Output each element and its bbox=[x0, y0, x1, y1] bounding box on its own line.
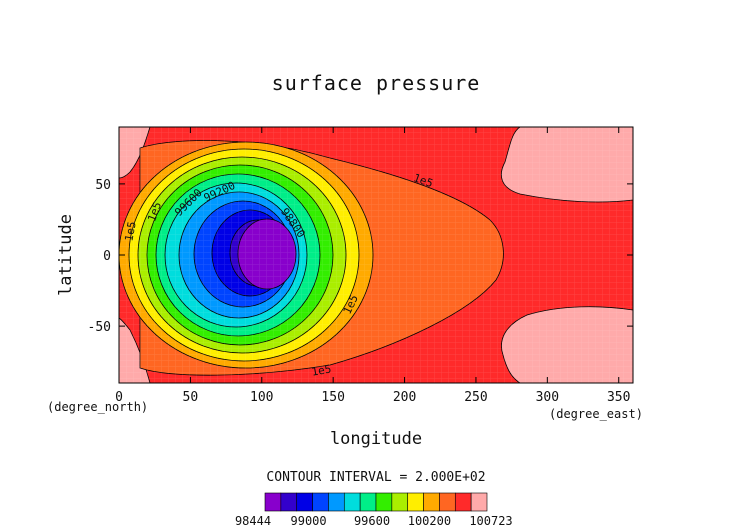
colorbar-tick-label: 100200 bbox=[408, 514, 451, 528]
contour-label: 1e5 bbox=[145, 200, 164, 223]
colorbar-swatch bbox=[470, 492, 488, 512]
y-tick-label: 50 bbox=[95, 178, 111, 193]
colorbar: 98444 99000 99600 100200 100723 bbox=[235, 492, 513, 528]
colorbar-swatch bbox=[439, 492, 456, 512]
x-tick-label: 350 bbox=[607, 390, 630, 405]
grid-texture bbox=[119, 127, 633, 383]
y-tick-label: -50 bbox=[88, 320, 111, 335]
x-unit-label: (degree_east) bbox=[549, 407, 643, 421]
colorbar-tick-label: 99600 bbox=[354, 514, 390, 528]
x-tick-label: 150 bbox=[321, 390, 344, 405]
colorbar-swatch bbox=[407, 492, 424, 512]
colorbar-swatch bbox=[264, 492, 282, 512]
colorbar-swatch bbox=[343, 492, 361, 512]
y-axis: -50 0 50 bbox=[88, 178, 633, 335]
x-tick-label: 200 bbox=[393, 390, 416, 405]
colorbar-swatch bbox=[391, 492, 409, 512]
y-tick-label: 0 bbox=[103, 249, 111, 264]
colorbar-tick-label: 100723 bbox=[469, 514, 512, 528]
contour-interval-label: CONTOUR INTERVAL = 2.000E+02 bbox=[266, 470, 485, 485]
chart-title: surface pressure bbox=[272, 71, 481, 95]
y-axis-label: latitude bbox=[56, 214, 76, 296]
colorbar-swatch bbox=[280, 492, 298, 512]
x-tick-label: 250 bbox=[464, 390, 487, 405]
x-tick-label: 300 bbox=[536, 390, 559, 405]
colorbar-tick-label: 98444 bbox=[235, 514, 271, 528]
contour-label: 1e5 bbox=[310, 362, 332, 378]
colorbar-swatch bbox=[454, 492, 472, 512]
colorbar-swatch bbox=[296, 492, 313, 512]
y-unit-label: (degree_north) bbox=[47, 400, 148, 414]
x-tick-label: 100 bbox=[250, 390, 273, 405]
x-axis-label: longitude bbox=[330, 429, 422, 449]
colorbar-swatch bbox=[312, 492, 329, 512]
colorbar-swatch bbox=[328, 492, 345, 512]
colorbar-swatch bbox=[375, 492, 393, 512]
colorbar-tick-label: 99000 bbox=[291, 514, 327, 528]
contour-label: 1e5 bbox=[412, 171, 435, 190]
contour-label: 1e5 bbox=[122, 220, 138, 242]
colorbar-swatch bbox=[359, 492, 377, 512]
x-axis: 0 50 100 150 200 250 300 350 bbox=[115, 127, 630, 405]
x-tick-label: 0 bbox=[115, 390, 123, 405]
x-tick-label: 50 bbox=[183, 390, 199, 405]
plot-area bbox=[119, 127, 633, 383]
colorbar-swatch bbox=[423, 492, 440, 512]
